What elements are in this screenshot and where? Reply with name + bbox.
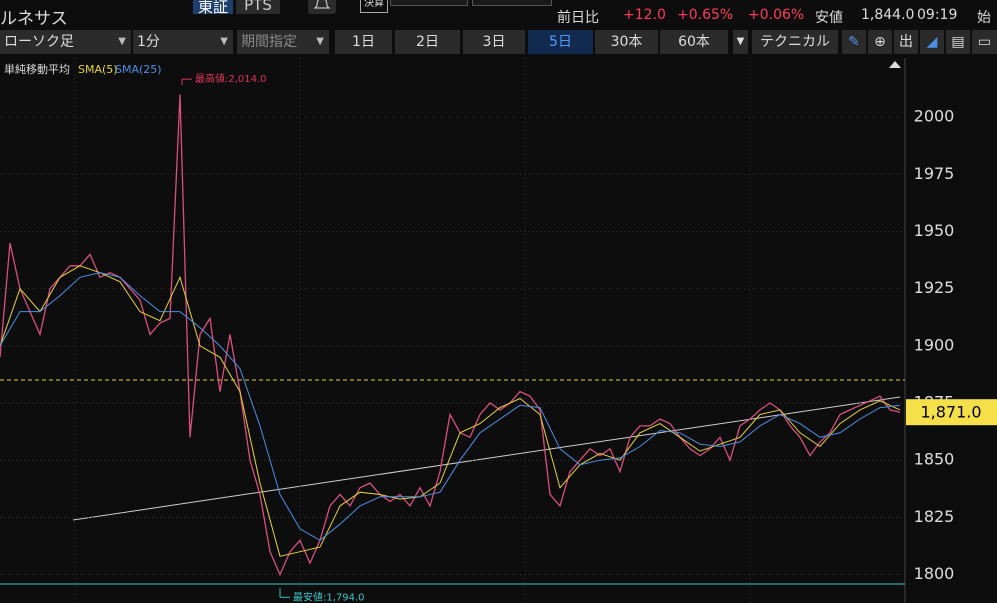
quote-change: +12.0: [623, 7, 666, 23]
quote-pct: +0.06%: [748, 7, 805, 23]
sma-line: [0, 265, 901, 557]
interval-select[interactable]: 1分: [133, 30, 233, 54]
y-tick-label: 1975: [914, 164, 955, 183]
draw-tool[interactable]: ✎: [842, 30, 866, 54]
legend-entry: SMA(25): [115, 63, 162, 76]
y-tick-label: 1925: [914, 278, 955, 297]
tool-button[interactable]: ▭: [972, 30, 997, 54]
scroll-up[interactable]: [889, 61, 901, 68]
y-tick-label: 2000: [914, 107, 955, 126]
range-more[interactable]: ▼: [733, 30, 748, 54]
chart-type-select[interactable]: ローソク足: [0, 30, 131, 54]
price-line: [0, 94, 901, 577]
stock-name: ルネサス: [0, 9, 68, 29]
tool-button[interactable]: 出: [894, 30, 918, 54]
range-button[interactable]: 2日: [395, 30, 460, 54]
quote-label: 前日比: [557, 10, 599, 26]
y-tick-label: 1800: [914, 564, 955, 583]
last-price-label: 1,871.0: [920, 403, 981, 422]
area-tool[interactable]: ◢: [920, 30, 944, 54]
zoom-tool[interactable]: ⊕: [868, 30, 892, 54]
quote-low: 1,844.0: [861, 7, 915, 23]
range-button[interactable]: 60本: [660, 30, 728, 54]
y-tick-label: 1825: [914, 507, 955, 526]
quote-label: 始: [977, 10, 991, 26]
last-price-box: [906, 399, 997, 426]
legend-title: 単純移動平均: [4, 62, 70, 76]
earnings-button[interactable]: 決算: [360, 0, 388, 13]
range-button[interactable]: 1日: [335, 30, 392, 54]
trend-line: [72, 396, 901, 521]
alert-button[interactable]: [308, 0, 336, 14]
input-box[interactable]: [390, 0, 468, 6]
quote-change-pct: +0.65%: [677, 7, 734, 23]
exchange-tab[interactable]: PTS: [236, 0, 280, 14]
range-button[interactable]: 30本: [595, 30, 658, 54]
save-tool[interactable]: ▤: [946, 30, 970, 54]
quote-time: 09:19: [917, 7, 958, 23]
range-button[interactable]: 5日: [528, 30, 593, 54]
annotation: 最高値:2,014.0: [195, 72, 267, 85]
period-select[interactable]: 期間指定: [237, 30, 329, 54]
input-box[interactable]: [472, 0, 552, 6]
y-tick-label: 1850: [914, 450, 955, 469]
technical-button[interactable]: テクニカル: [752, 30, 838, 54]
exchange-tab[interactable]: 東証: [193, 0, 233, 16]
y-tick-label: 1950: [914, 221, 955, 240]
annotation: 最安値:1,794.0: [293, 590, 365, 603]
sma-line: [0, 272, 901, 541]
y-axis-bg: [905, 58, 997, 603]
y-tick-label: 1900: [914, 335, 955, 354]
range-button[interactable]: 3日: [463, 30, 525, 54]
quote-label: 安値: [815, 10, 843, 26]
legend-entry: SMA(5): [78, 63, 118, 76]
